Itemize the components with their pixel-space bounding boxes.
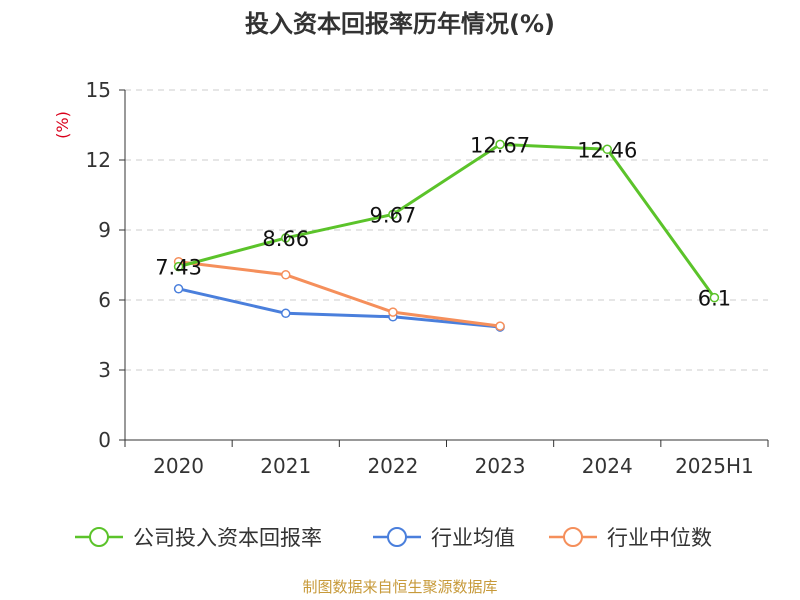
series-line-0 <box>178 142 716 299</box>
data-point <box>495 321 505 331</box>
legend-marker <box>387 527 407 547</box>
data-point <box>388 307 398 317</box>
data-point <box>281 270 291 280</box>
data-point <box>281 233 291 243</box>
source-footer: 制图数据来自恒生聚源数据库 <box>302 578 498 596</box>
y-tick-label: 15 <box>86 78 111 102</box>
data-point <box>173 261 184 272</box>
x-tick-label: 2024 <box>582 454 633 478</box>
data-label: 12.67 <box>470 133 530 157</box>
legend-label: 行业中位数 <box>607 526 712 550</box>
data-point <box>281 308 291 319</box>
x-tick-label: 2025H1 <box>675 454 754 478</box>
series-line-1 <box>178 287 501 329</box>
legend-marker <box>89 527 109 547</box>
legend-label: 公司投入资本回报率 <box>133 526 322 550</box>
x-tick-label: 2020 <box>153 454 204 478</box>
data-point <box>602 144 612 155</box>
data-label: 8.66 <box>262 227 309 251</box>
series-line-2 <box>178 260 501 328</box>
y-axis-label: (%) <box>53 111 72 139</box>
y-tick-label: 3 <box>98 358 111 382</box>
data-point <box>709 292 720 303</box>
data-label: 12.46 <box>577 138 637 162</box>
data-point <box>495 139 505 150</box>
data-label: 9.67 <box>370 203 417 227</box>
y-tick-label: 6 <box>98 288 111 312</box>
legend-marker <box>563 527 583 547</box>
y-tick-label: 12 <box>86 148 111 172</box>
data-point <box>173 284 184 294</box>
x-tick-label: 2022 <box>367 454 418 478</box>
data-label: 7.43 <box>155 256 202 280</box>
y-tick-label: 0 <box>98 428 111 452</box>
y-tick-label: 9 <box>98 218 111 242</box>
x-tick-label: 2021 <box>260 454 311 478</box>
chart-title: 投入资本回报率历年情况(%) <box>245 10 555 38</box>
data-label: 6.1 <box>698 287 731 311</box>
x-tick-label: 2023 <box>475 454 526 478</box>
legend-label: 行业均值 <box>431 526 515 550</box>
data-point <box>388 209 398 220</box>
